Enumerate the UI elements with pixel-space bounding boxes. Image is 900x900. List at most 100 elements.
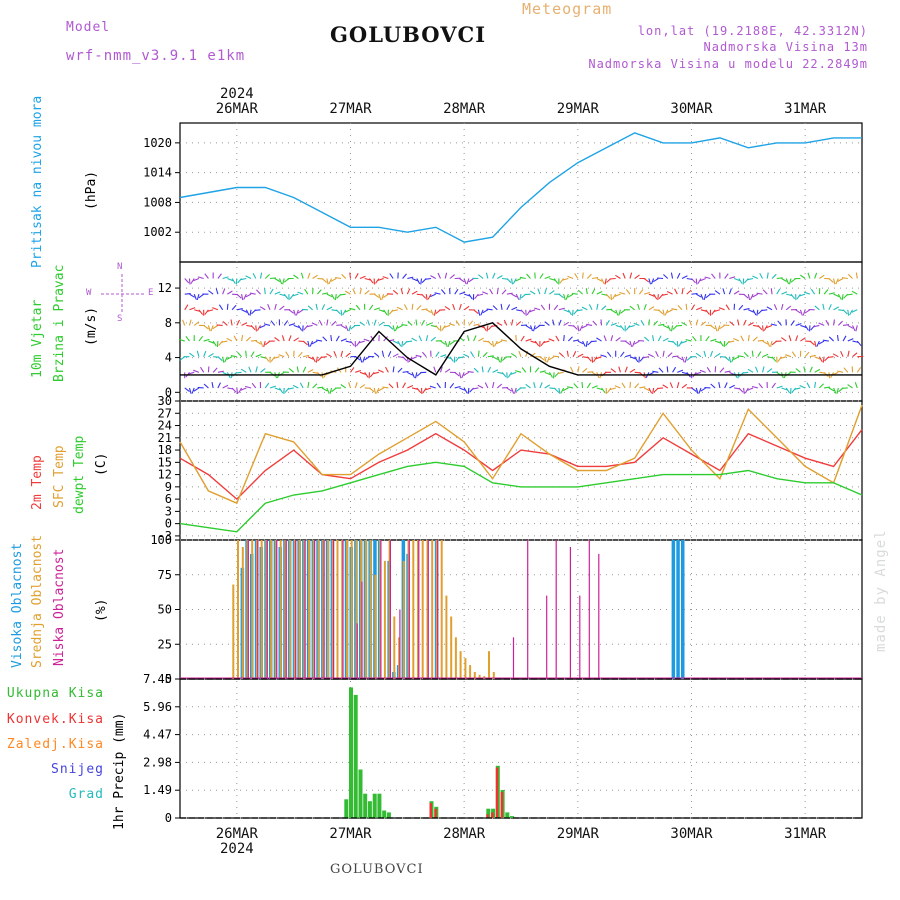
wind-barb — [601, 305, 607, 311]
wind-barb — [842, 324, 850, 326]
wind-barb — [401, 324, 408, 326]
wind-barb — [359, 288, 362, 295]
wind-barb — [339, 293, 346, 296]
wind-barb — [714, 290, 721, 295]
wind-barb — [315, 356, 318, 363]
wind-barb — [355, 369, 362, 373]
wind-barb — [657, 294, 659, 301]
bottom-year-label: 2024 — [220, 841, 254, 857]
precip-unit: 1hr Precip (mm) — [112, 712, 127, 830]
wind-barb — [643, 291, 651, 295]
wind-barb — [544, 288, 547, 295]
wind-barb — [833, 278, 836, 285]
precip-bar-1 — [500, 791, 504, 818]
wind-barb — [513, 387, 517, 394]
wind-barb — [629, 381, 632, 389]
wind-barb — [184, 387, 190, 393]
wind-barb — [777, 320, 782, 326]
wind-barb — [615, 309, 619, 316]
wind-barb — [260, 340, 264, 347]
wind-barb — [596, 303, 599, 310]
wind-barb — [571, 292, 578, 295]
wind-barb — [751, 350, 754, 357]
wind-barb — [563, 293, 566, 301]
wind-barb — [264, 323, 271, 326]
wind-barb — [841, 277, 848, 280]
wind-barb — [288, 367, 295, 373]
wind-barb — [605, 293, 611, 299]
wind-barb — [633, 322, 640, 326]
cloud-bar-1 — [402, 560, 405, 679]
wind-barb — [329, 387, 333, 394]
wind-barb — [680, 340, 687, 344]
wind-barb — [525, 324, 532, 330]
wind-barb — [241, 335, 244, 342]
wind-barb — [340, 350, 344, 357]
wind-barb — [394, 325, 399, 332]
wind-barb — [373, 352, 380, 358]
wind-barb — [478, 337, 484, 342]
wind-barb — [652, 387, 655, 394]
wind-barb — [752, 336, 758, 342]
wind-barb — [293, 309, 296, 316]
wind-barb — [485, 272, 489, 279]
wind-barb — [566, 350, 569, 357]
wind-barb — [216, 324, 223, 326]
wind-barb — [203, 324, 209, 330]
wind-barb — [567, 309, 572, 316]
wind-barb — [567, 386, 574, 389]
wind-barb — [586, 273, 592, 279]
wind-barb — [330, 278, 337, 282]
cloud-bar-1 — [364, 540, 367, 679]
wind-barb — [510, 319, 514, 326]
wind-barb — [492, 272, 496, 279]
wind-barb — [644, 336, 650, 342]
wind-barb — [349, 307, 356, 311]
wind-barb — [511, 306, 518, 311]
wind-barb — [671, 308, 678, 311]
wind-barb — [639, 386, 646, 389]
wind-barb — [383, 309, 388, 316]
wind-barb — [321, 278, 327, 283]
wind-barb — [590, 340, 597, 343]
wind-barb — [684, 356, 688, 363]
wind-barb — [710, 383, 716, 389]
wind-barb — [269, 385, 276, 389]
wind-barb — [340, 324, 347, 329]
cloud-bar-2 — [304, 540, 306, 679]
wind-barb — [381, 350, 385, 357]
wind-barb — [316, 339, 323, 342]
wind-barb — [512, 278, 517, 285]
wind-barb — [703, 294, 707, 301]
wind-barb — [672, 340, 678, 346]
wind-barb — [719, 367, 725, 373]
bottom-day-label: 31MAR — [784, 826, 827, 842]
wind-barb — [681, 383, 688, 389]
wind-barb — [382, 276, 389, 280]
wind-barb — [856, 367, 862, 373]
wind-barb — [762, 353, 769, 358]
wind-barb — [752, 293, 759, 298]
cloud-bar-1 — [374, 574, 377, 680]
wind-barb — [837, 370, 844, 373]
wind-barb — [780, 303, 784, 310]
wind-barb — [321, 387, 328, 392]
wind-barb — [544, 321, 550, 326]
wind-barb — [341, 273, 347, 279]
footer-station: GOLUBOVCI — [330, 862, 424, 877]
wind-barb — [403, 304, 408, 311]
wind-barb — [761, 325, 764, 332]
wind-barb — [400, 288, 404, 295]
wind-barb — [581, 306, 588, 311]
wind-barb — [255, 340, 262, 345]
wind-barb — [245, 293, 252, 298]
wind-barb — [618, 309, 621, 316]
wind-barb — [677, 356, 683, 361]
wind-barb — [477, 293, 484, 297]
wind-barb — [350, 367, 355, 373]
wind-barb — [340, 384, 347, 389]
wind-barb — [667, 352, 673, 358]
wind-barb — [666, 309, 673, 313]
wind-barb — [799, 274, 806, 279]
